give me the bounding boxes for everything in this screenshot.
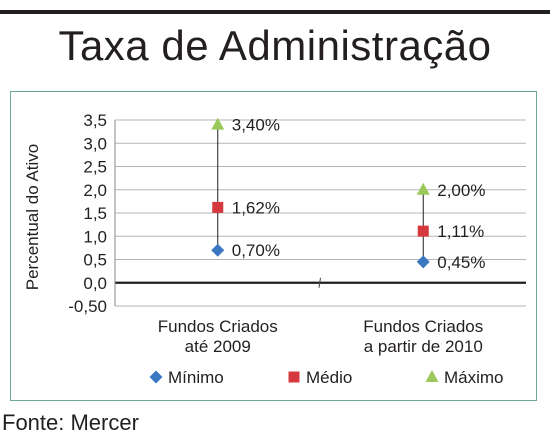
- data-label: 3,40%: [232, 116, 280, 135]
- category-label: a partir de 2010: [364, 337, 483, 356]
- data-label: 0,45%: [437, 253, 485, 272]
- legend-label: Máximo: [444, 368, 504, 387]
- y-tick-label: -0,50: [68, 297, 107, 316]
- data-label: 1,11%: [437, 222, 484, 241]
- page-title: Taxa de Administração: [58, 22, 492, 69]
- y-tick-label: 1,5: [83, 204, 107, 223]
- source-note: Fonte: Mercer: [2, 410, 139, 435]
- category-divider-tick: [318, 277, 321, 288]
- data-point-diamond: [416, 255, 430, 269]
- y-tick-label: 0,5: [83, 251, 107, 270]
- category-label: Fundos Criados: [363, 317, 483, 336]
- y-tick-label: 2,5: [83, 158, 107, 177]
- top-rule: [0, 10, 550, 14]
- data-label: 2,00%: [437, 181, 485, 200]
- y-tick-label: 1,0: [83, 227, 107, 246]
- legend-marker-triangle: [425, 370, 439, 382]
- data-point-diamond: [211, 243, 225, 257]
- legend-label: Mínimo: [168, 368, 224, 387]
- y-axis-label: Percentual do Ativo: [23, 144, 42, 290]
- data-point-triangle: [416, 182, 430, 195]
- category-label: Fundos Criados: [158, 317, 278, 336]
- chart-frame: -0,50 0,0 0,5 1,0 1,5 2,0 2,5 3,0 3,5 Percentual …: [10, 91, 537, 401]
- data-point-square: [417, 225, 429, 237]
- data-point-square: [212, 201, 224, 213]
- data-point-triangle: [211, 117, 225, 130]
- y-tick-label: 0,0: [83, 274, 107, 293]
- legend-marker-diamond: [149, 370, 163, 384]
- legend-label: Médio: [306, 368, 352, 387]
- y-tick-label: 3,0: [83, 134, 107, 153]
- legend-marker-square: [288, 371, 300, 383]
- chart-svg: -0,50 0,0 0,5 1,0 1,5 2,0 2,5 3,0 3,5 Percentual …: [23, 111, 526, 387]
- category-label: até 2009: [185, 337, 251, 356]
- data-label: 0,70%: [232, 241, 280, 260]
- data-label: 1,62%: [232, 198, 280, 217]
- y-tick-label: 2,0: [83, 181, 107, 200]
- y-tick-label: 3,5: [83, 111, 107, 130]
